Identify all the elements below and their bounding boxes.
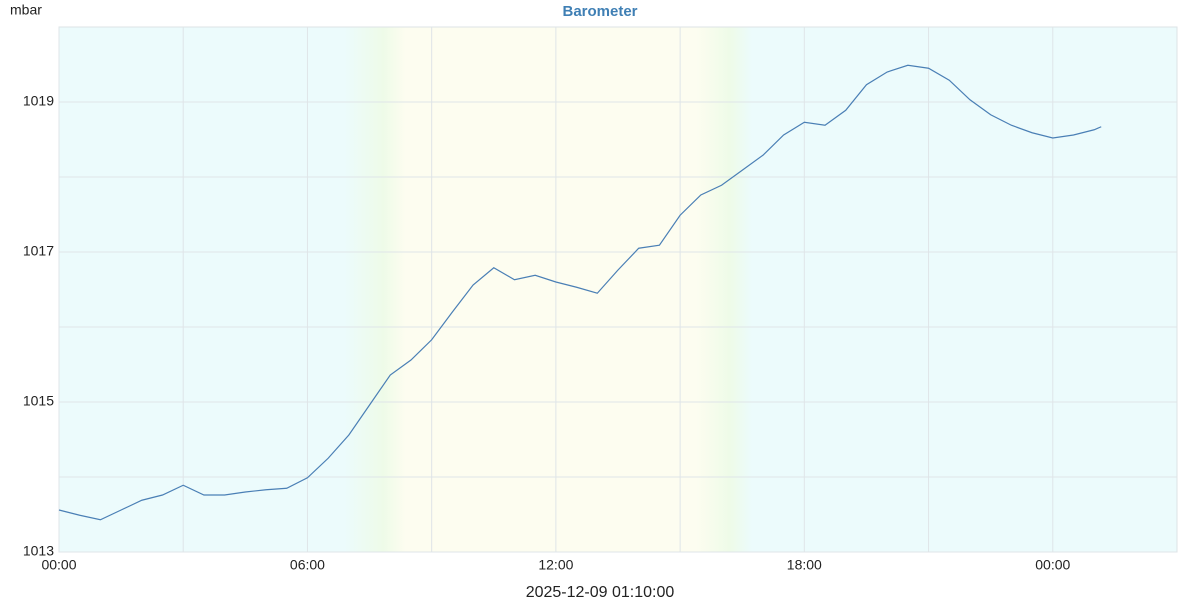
x-tick-label: 12:00	[538, 557, 573, 573]
chart-title: Barometer	[562, 3, 637, 20]
y-tick-label: 1019	[23, 93, 54, 109]
plot-background	[58, 26, 1178, 553]
x-tick-label: 06:00	[290, 557, 325, 573]
y-axis-label: mbar	[10, 2, 42, 18]
data-line	[58, 64, 1102, 521]
y-tick-label: 1013	[23, 543, 54, 559]
x-tick-label: 18:00	[787, 557, 822, 573]
y-tick-label: 1015	[23, 393, 54, 409]
y-tick-label: 1017	[23, 243, 54, 259]
footer-time: 2025-12-09 01:10:00	[526, 584, 675, 600]
x-tick-label: 00:00	[41, 557, 76, 573]
x-tick-label: 00:00	[1035, 557, 1070, 573]
